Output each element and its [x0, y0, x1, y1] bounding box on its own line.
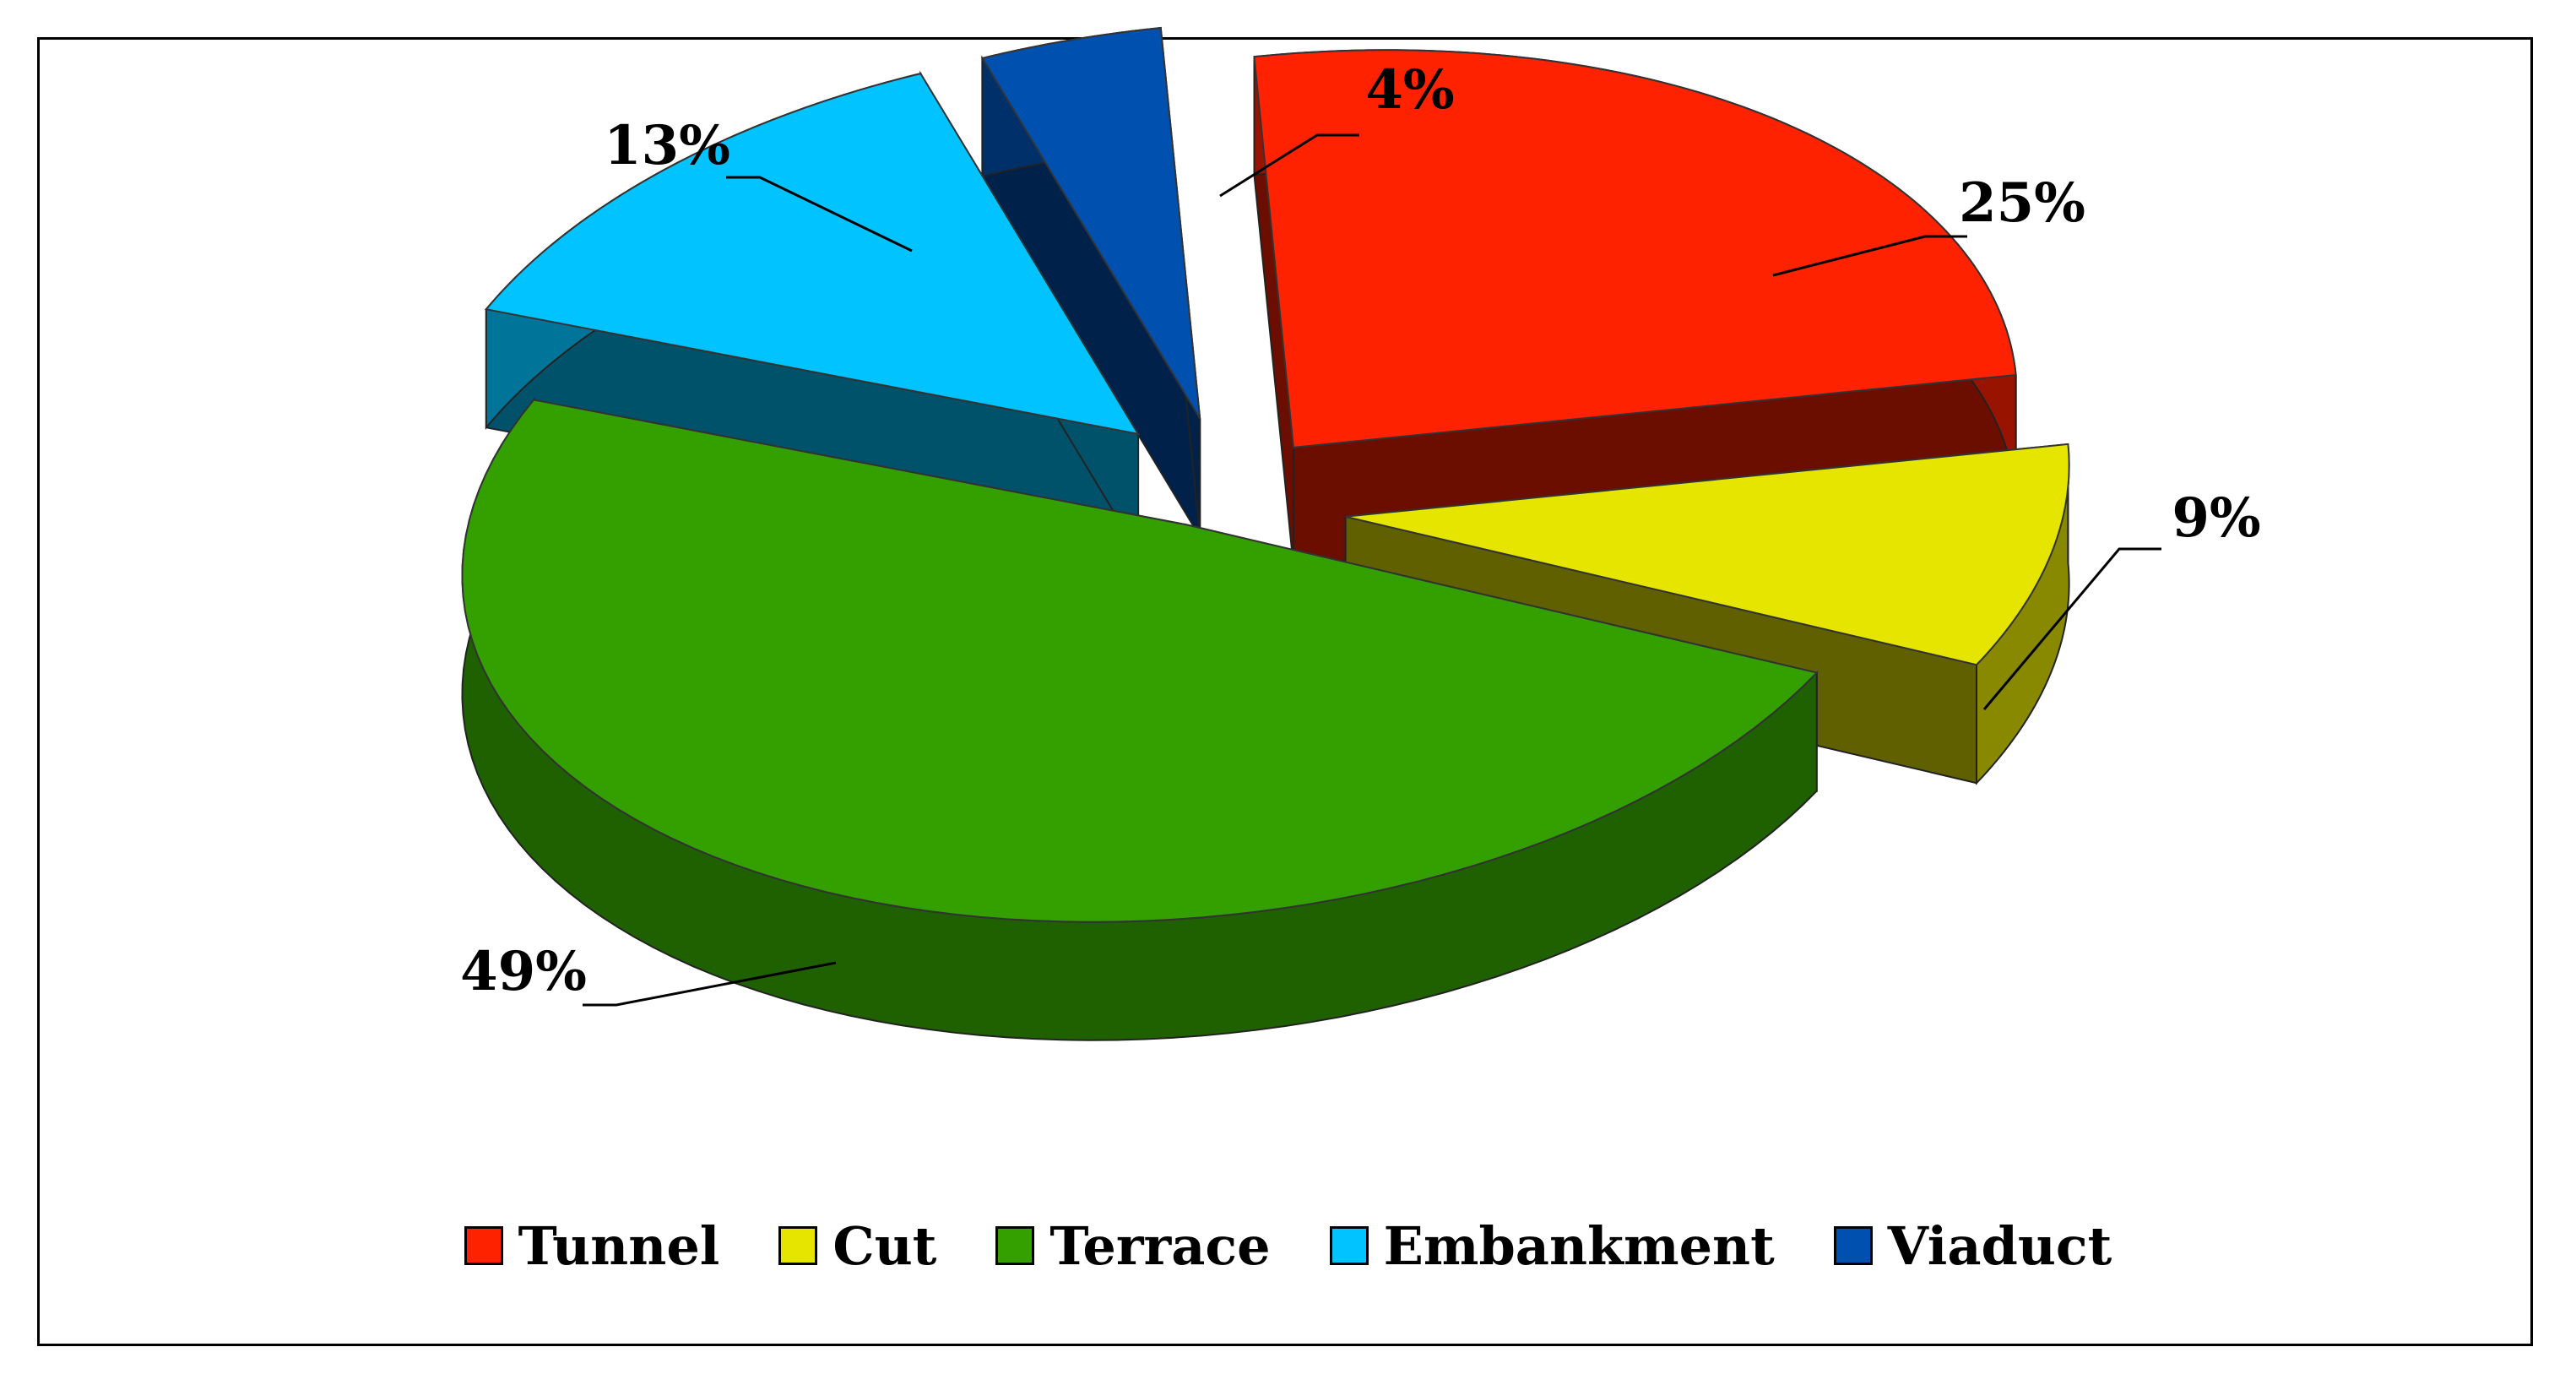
data-labels: 25% 9% 49% 13% 4%: [460, 58, 2261, 1003]
slice-cut-top: [1345, 443, 2070, 666]
slice-embankment-top: [484, 72, 1141, 436]
slice-terrace: [461, 397, 1819, 1041]
leader-line-embankment: [726, 176, 913, 253]
legend-swatch-terrace: [995, 1226, 1035, 1265]
legend-swatch-tunnel: [464, 1226, 503, 1265]
legend-item-tunnel: Tunnel: [464, 1214, 720, 1277]
slice-viaduct-top: [980, 26, 1201, 420]
leader-lines: [583, 133, 2161, 1007]
legend: Tunnel Cut Terrace Embankment Viaduct: [0, 1199, 2576, 1292]
leader-line-viaduct: [1219, 133, 1359, 198]
leader-line-cut: [1982, 547, 2161, 710]
leader-line-tunnel: [1772, 235, 1967, 277]
legend-item-embankment: Embankment: [1329, 1214, 1775, 1277]
data-label-tunnel: 25%: [1959, 171, 2085, 235]
data-label-terrace: 49%: [460, 940, 587, 1003]
legend-label-viaduct: Viaduct: [1887, 1214, 2112, 1277]
legend-swatch-viaduct: [1833, 1226, 1873, 1265]
leader-line-terrace: [583, 961, 837, 1007]
slice-tunnel-top: [1253, 49, 2017, 448]
legend-label-cut: Cut: [832, 1214, 937, 1277]
legend-label-terrace: Terrace: [1049, 1214, 1271, 1277]
slice-terrace-top: [461, 399, 1819, 923]
slice-viaduct: [980, 26, 1201, 540]
legend-swatch-embankment: [1329, 1226, 1369, 1265]
legend-swatch-cut: [778, 1226, 818, 1265]
data-label-embankment: 13%: [604, 114, 730, 177]
legend-label-tunnel: Tunnel: [518, 1214, 720, 1277]
data-label-cut: 9%: [2172, 486, 2260, 550]
legend-item-viaduct: Viaduct: [1833, 1214, 2112, 1277]
legend-item-terrace: Terrace: [995, 1214, 1271, 1277]
data-label-viaduct: 4%: [1365, 58, 1454, 122]
pie-slices: [461, 26, 2070, 1041]
legend-label-embankment: Embankment: [1383, 1214, 1775, 1277]
legend-item-cut: Cut: [778, 1215, 936, 1277]
